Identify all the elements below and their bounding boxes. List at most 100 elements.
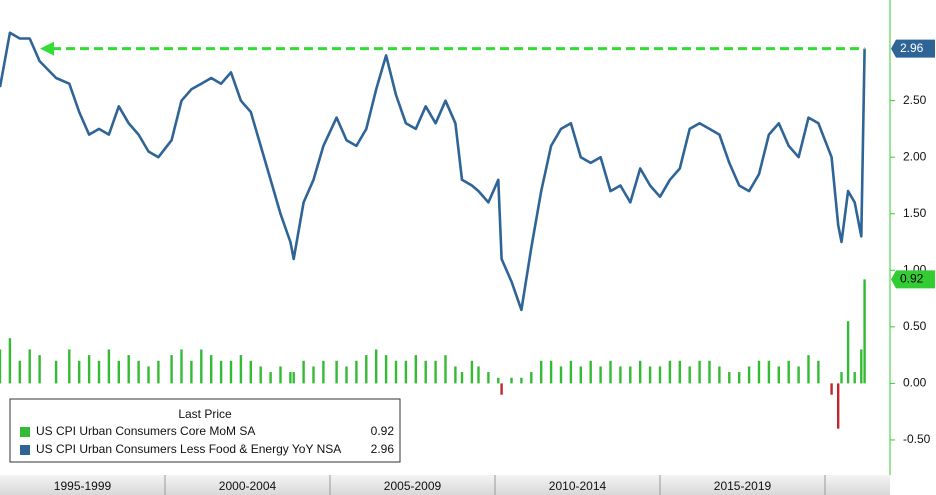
bar	[137, 360, 140, 384]
bar	[170, 355, 173, 384]
bar	[107, 349, 111, 384]
bar	[520, 377, 523, 384]
bar	[292, 372, 295, 384]
bar	[638, 360, 642, 384]
legend-swatch	[20, 445, 30, 455]
bar	[579, 366, 582, 384]
bar	[200, 349, 203, 384]
bar	[767, 360, 771, 384]
bar	[87, 355, 91, 384]
bar	[497, 377, 500, 384]
bar	[530, 372, 533, 384]
price-badge	[891, 39, 935, 58]
bar	[302, 360, 305, 384]
bar	[147, 366, 150, 384]
legend-label: US CPI Urban Consumers Core MoM SA	[36, 424, 255, 438]
x-tick-label: 2000-2004	[219, 479, 277, 493]
bar	[718, 366, 721, 384]
bar	[477, 366, 480, 384]
bar	[117, 360, 120, 384]
bar	[668, 360, 672, 384]
y-tick-label: -0.50	[903, 432, 931, 446]
x-tick-label: 2010-2014	[549, 479, 607, 493]
bar	[737, 372, 741, 384]
legend-value: 0.92	[371, 424, 395, 438]
bar	[0, 349, 2, 384]
x-tick-label: 2005-2009	[384, 479, 442, 493]
bar	[708, 360, 711, 384]
x-axis-band	[0, 475, 890, 495]
bar	[559, 366, 563, 384]
y-tick-label: 2.50	[903, 93, 927, 107]
bar	[609, 360, 612, 384]
bar	[374, 349, 378, 384]
bar	[434, 360, 437, 384]
bar	[345, 366, 348, 384]
bar	[836, 383, 840, 429]
y-tick-label: 1.50	[903, 206, 927, 220]
bar	[269, 372, 272, 384]
bar	[54, 360, 58, 384]
bar	[648, 366, 652, 384]
bar	[249, 360, 252, 384]
bar	[500, 383, 503, 395]
bar	[404, 360, 408, 384]
bar	[97, 360, 101, 384]
bar	[619, 366, 622, 384]
bar	[629, 366, 632, 384]
bar	[190, 360, 193, 384]
bar	[830, 383, 833, 395]
bar	[444, 355, 447, 384]
legend-swatch	[20, 427, 30, 437]
bar	[454, 366, 457, 384]
line	[0, 31, 866, 312]
bar	[698, 360, 701, 384]
bar	[384, 355, 388, 384]
bar	[487, 372, 490, 384]
bar	[688, 366, 691, 384]
bar	[757, 360, 761, 384]
bar	[569, 360, 573, 384]
legend-title: Last Price	[178, 407, 232, 421]
y-tick-label: 2.00	[903, 149, 927, 163]
bar	[209, 355, 213, 384]
bar	[853, 372, 856, 384]
bar	[355, 360, 358, 384]
bar	[229, 360, 233, 384]
bar	[549, 360, 553, 384]
price-badge	[891, 270, 935, 289]
y-tick-label: 0.00	[903, 376, 927, 390]
bar	[289, 372, 292, 384]
legend: Last Price US CPI Urban Consumers Core M…	[9, 398, 401, 463]
bar	[728, 372, 731, 384]
bar	[335, 360, 338, 384]
bar	[817, 360, 820, 384]
bar	[68, 349, 71, 384]
arrow-head	[40, 41, 54, 56]
bar	[658, 366, 662, 384]
bar	[322, 360, 325, 384]
bar	[846, 321, 850, 384]
bar	[470, 360, 474, 384]
bar	[863, 279, 866, 384]
bar	[38, 355, 41, 384]
bar	[787, 360, 790, 384]
bar	[539, 360, 543, 384]
bar	[460, 372, 464, 384]
bar	[414, 355, 417, 384]
bar	[219, 360, 223, 384]
bar	[510, 377, 513, 384]
legend-box	[9, 398, 401, 463]
bar	[157, 360, 160, 384]
price-badge-label: 2.96	[900, 41, 924, 55]
bar	[77, 360, 81, 384]
bar	[678, 360, 681, 384]
bar	[860, 349, 863, 384]
bar	[18, 360, 21, 384]
bar	[747, 366, 751, 384]
bar	[127, 355, 130, 384]
bar	[279, 366, 282, 384]
bar	[840, 372, 843, 384]
bar	[259, 366, 262, 384]
